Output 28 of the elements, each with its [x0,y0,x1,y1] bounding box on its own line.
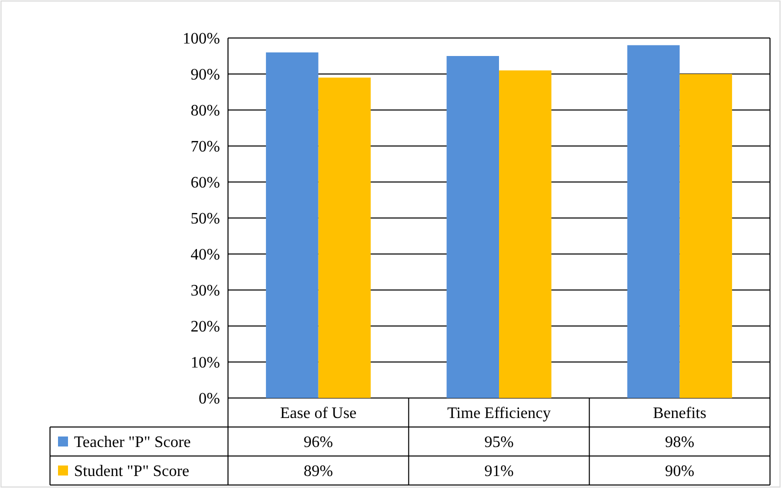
legend-label: Student "P" Score [74,463,190,480]
bar [680,74,732,398]
data-label: 98% [665,434,694,452]
y-tick-label: 80% [190,102,220,120]
y-tick-label: 100% [182,30,220,48]
data-label: 95% [484,434,514,452]
x-tick-label: Benefits [653,405,706,422]
x-tick-label: Ease of Use [280,405,357,422]
data-label: 91% [484,463,514,480]
y-tick-label: 70% [190,138,220,156]
y-tick-label: 10% [190,354,220,372]
bar [318,78,371,398]
bar [627,45,680,398]
bar [266,52,318,398]
data-label: 90% [665,463,694,480]
bar [499,70,552,398]
y-tick-label: 40% [190,246,220,264]
y-tick-label: 20% [190,318,220,336]
y-tick-label: 60% [190,174,220,192]
x-tick-label: Time Efficiency [447,405,551,422]
y-tick-label: 0% [198,390,220,408]
legend-label: Teacher "P" Score [74,434,191,452]
data-label: 96% [304,434,333,452]
data-label: 89% [304,463,333,480]
y-tick-label: 50% [190,210,220,228]
y-tick-label: 30% [190,282,220,300]
y-tick-label: 90% [190,66,220,84]
bar [446,56,499,398]
